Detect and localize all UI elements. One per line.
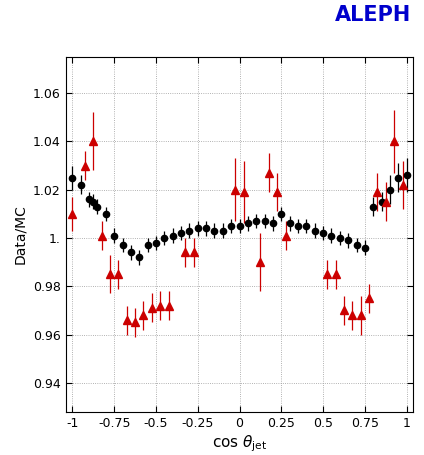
X-axis label: $\cos\,\theta_{\mathregular{jet}}$: $\cos\,\theta_{\mathregular{jet}}$: [212, 434, 267, 455]
Y-axis label: Data/MC: Data/MC: [14, 204, 28, 264]
Text: ALEPH: ALEPH: [335, 5, 411, 25]
